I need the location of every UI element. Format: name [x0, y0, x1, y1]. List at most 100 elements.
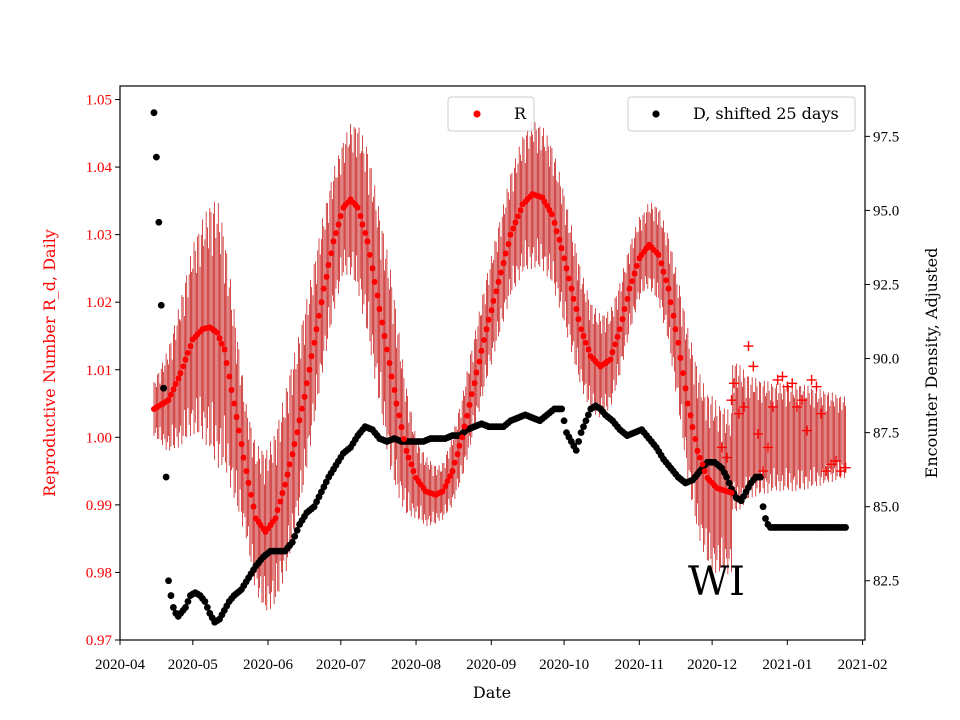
r-point [362, 229, 369, 236]
right-y-tick-label: 97.5 [873, 129, 899, 145]
x-axis-label: Date [473, 683, 511, 702]
r-point [658, 260, 665, 267]
r-point [337, 213, 344, 220]
left-y-axis-ticks: 0.97 0.98 0.99 1.00 1.01 1.02 1.03 1.04 1.05 [86, 93, 120, 649]
left-y-axis-label: Reproductive Number R_d, Daily [40, 229, 59, 497]
r-point [694, 447, 701, 454]
r-point [306, 366, 313, 373]
left-y-tick-label: 1.04 [86, 160, 113, 176]
r-point [663, 277, 670, 284]
d-point [560, 417, 568, 425]
r-point [665, 285, 672, 292]
r-point [170, 386, 177, 393]
d-point [584, 411, 592, 419]
r-point [728, 489, 735, 496]
r-point [223, 360, 230, 366]
r-point [629, 278, 636, 285]
r-point-noisy [806, 374, 817, 385]
r-point [573, 305, 580, 312]
d-point [169, 604, 177, 611]
r-point [568, 285, 575, 292]
r-point [692, 436, 699, 443]
d-point [577, 429, 585, 437]
r-point [500, 260, 507, 267]
r-point [279, 490, 286, 497]
r-point-noisy [821, 466, 832, 477]
legend-d[interactable]: D, shifted 25 days [627, 96, 856, 132]
d-point [167, 592, 175, 599]
r-point [294, 429, 301, 436]
r-point [381, 332, 388, 339]
r-point [235, 427, 242, 434]
r-point [447, 473, 454, 480]
r-point [485, 316, 492, 323]
x-axis-ticks: 2020-04 2020-05 2020-06 2020-07 2020-08 2020-… [95, 640, 888, 673]
d-point [757, 473, 765, 481]
r-point [563, 265, 570, 272]
d-point [575, 438, 583, 445]
r-point-noisy [801, 425, 812, 436]
left-y-tick-label: 1.03 [86, 228, 112, 244]
r-point [672, 326, 679, 333]
r-point [233, 414, 240, 421]
r-point [175, 375, 182, 382]
r-point [619, 316, 626, 323]
r-point [299, 405, 306, 412]
r-point [318, 299, 325, 306]
d-point [288, 538, 296, 546]
d-point [184, 598, 192, 605]
r-point [245, 479, 252, 486]
r-point [315, 312, 322, 319]
r-point [473, 369, 480, 376]
r-point [459, 434, 466, 441]
r-point [689, 424, 696, 431]
r-point-noisy [830, 455, 841, 466]
r-point [633, 262, 640, 269]
r-point [585, 346, 592, 353]
r-point [218, 340, 225, 347]
r-point [165, 397, 172, 404]
d-point [572, 446, 580, 454]
x-tick-label: 2020-10 [539, 657, 589, 673]
legend-d-marker [652, 110, 660, 118]
r-point-noisy [811, 381, 822, 392]
r-point-noisy [787, 378, 798, 389]
r-point [570, 295, 577, 302]
r-point [679, 370, 686, 377]
legend-r[interactable]: R [447, 96, 535, 132]
r-point-noisy [840, 462, 851, 473]
r-point [614, 333, 621, 340]
r-point-noisy [738, 401, 749, 412]
r-point [379, 319, 386, 326]
r-point [696, 454, 703, 461]
left-y-tick-label: 0.97 [86, 633, 113, 649]
state-label: WI [688, 559, 745, 605]
r-point [439, 488, 446, 495]
r-point [468, 391, 475, 398]
left-y-tick-label: 1.01 [86, 363, 112, 379]
r-point [354, 204, 361, 211]
r-point [558, 245, 565, 252]
r-point-noisy [726, 395, 737, 406]
r-point-noisy [816, 408, 827, 419]
legend-d-box [627, 96, 856, 132]
plot-frame [119, 85, 866, 641]
right-y-tick-label: 95.0 [873, 203, 899, 219]
r-point [182, 356, 189, 363]
right-y-axis-ticks: 82.5 85.0 87.5 90.0 92.5 95.0 97.5 [865, 129, 899, 590]
legend-r-marker [473, 110, 481, 118]
r-point [250, 503, 257, 510]
r-point [398, 424, 405, 431]
r-point [655, 251, 662, 258]
d-point [759, 503, 767, 511]
r-point [514, 213, 521, 220]
d-point [582, 417, 590, 425]
r-point-noisy [748, 361, 759, 372]
r-point [510, 225, 517, 232]
r-point [214, 329, 221, 336]
r-point [400, 436, 407, 443]
left-y-tick-label: 1.00 [86, 430, 112, 446]
r-point [231, 400, 238, 407]
d-point [160, 384, 168, 392]
d-point [558, 405, 566, 413]
